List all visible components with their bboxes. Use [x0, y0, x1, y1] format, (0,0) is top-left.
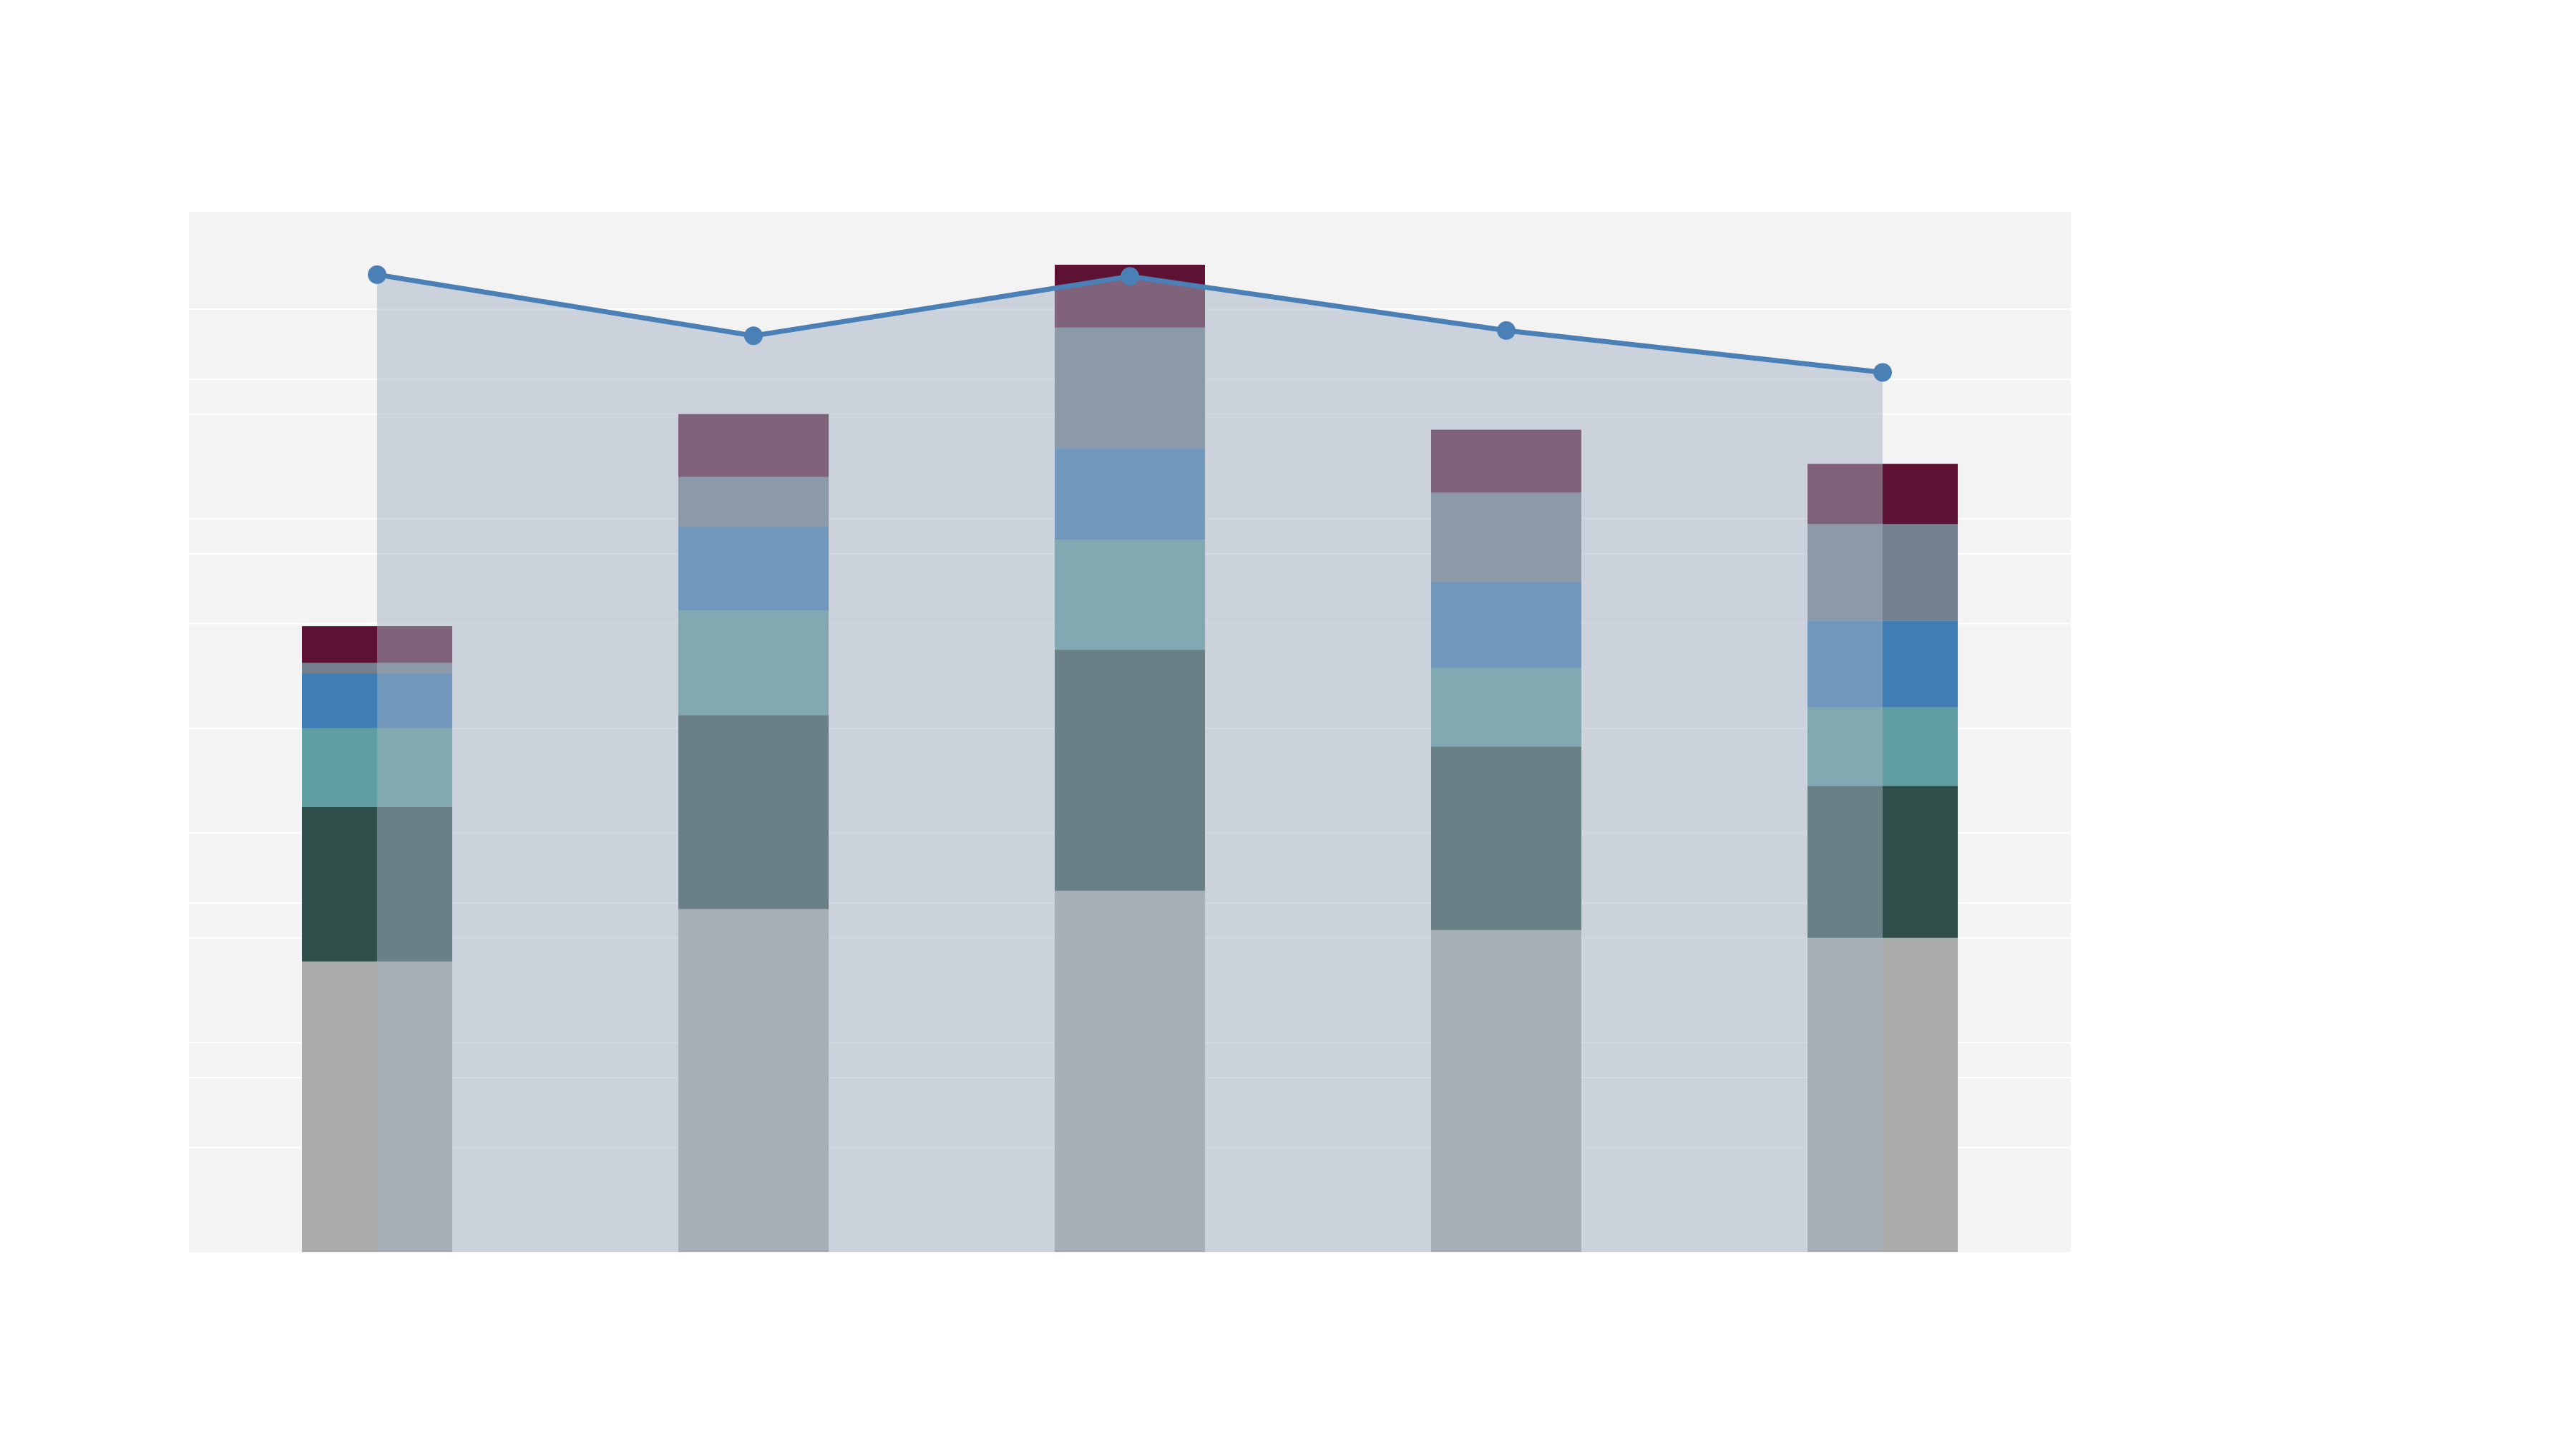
hhi-marker-2021 — [744, 326, 763, 346]
hhi-marker-2023 — [1497, 321, 1516, 340]
hhi-marker-2022 — [1121, 267, 1139, 286]
hhi-marker-2024 — [1873, 363, 1892, 382]
hhi-area-fill — [377, 274, 1883, 1253]
hhi-marker-2020 — [368, 265, 386, 284]
